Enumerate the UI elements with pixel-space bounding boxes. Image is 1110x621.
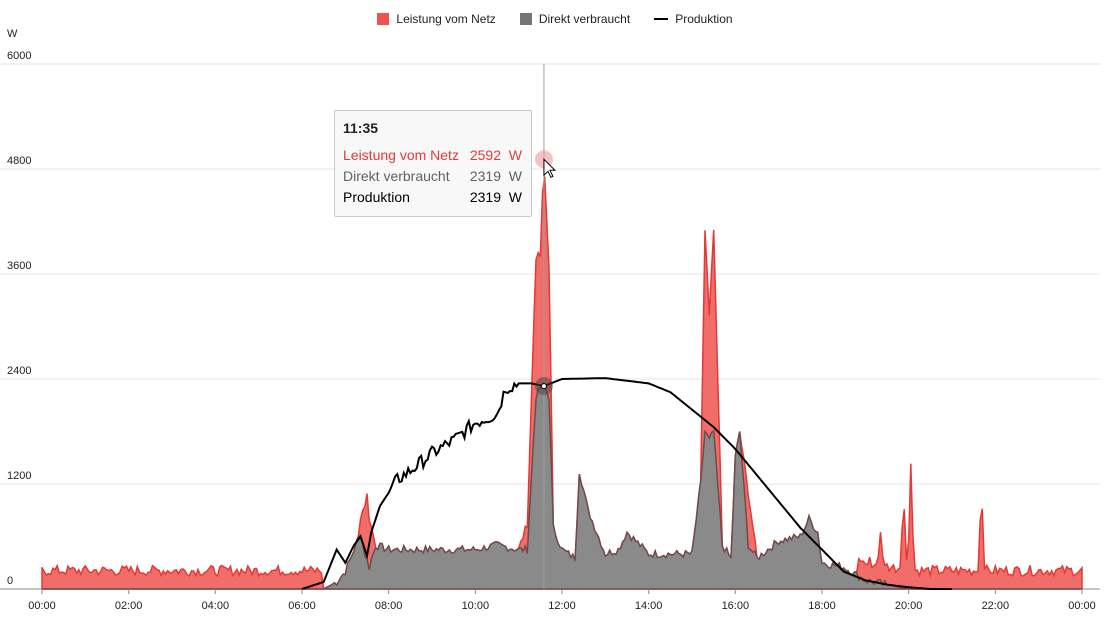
y-axis-ticks: 0 1200 2400 3600 4800 6000	[7, 50, 31, 587]
series-areas	[41, 176, 1083, 591]
tooltip-value: 2319	[469, 189, 501, 205]
legend-label-grid-power: Leistung vom Netz	[396, 12, 496, 26]
legend-item-direct-consumption[interactable]: Direkt verbraucht	[519, 12, 631, 26]
series-production-line	[301, 377, 952, 590]
y-tick-label: 4800	[7, 155, 31, 167]
x-tick-label: 12:00	[548, 600, 576, 612]
legend-item-production[interactable]: Produktion	[654, 12, 733, 26]
tooltip-unit: W	[508, 168, 522, 184]
grid-power-swatch-icon	[377, 13, 390, 25]
tooltip-unit: W	[508, 189, 522, 205]
x-tick-label: 10:00	[462, 600, 490, 612]
x-tick-label: 22:00	[982, 600, 1010, 612]
production-line-icon	[654, 18, 669, 20]
tooltip-unit: W	[508, 147, 522, 163]
legend-label-direct-consumption: Direkt verbraucht	[538, 12, 631, 26]
x-tick-label: 18:00	[808, 600, 836, 612]
tooltip-value: 2319	[469, 168, 501, 184]
x-tick-label: 06:00	[288, 600, 316, 612]
hover-cursor	[534, 64, 557, 589]
series-direct-consumption-area	[42, 382, 1082, 590]
y-tick-label: 6000	[7, 50, 31, 62]
x-tick-label: 16:00	[722, 600, 750, 612]
hover-dot	[540, 383, 547, 390]
direct-consumption-swatch-icon	[519, 13, 532, 25]
tooltip-row-direct-consumption: Direkt verbraucht 2319 W	[343, 166, 522, 187]
x-tick-label: 02:00	[115, 600, 143, 612]
y-axis-unit: W	[7, 28, 18, 40]
x-tick-label: 00:00	[28, 600, 56, 612]
tooltip-label: Produktion	[343, 189, 410, 205]
tooltip-label: Direkt verbraucht	[343, 168, 450, 184]
y-tick-label: 1200	[7, 470, 31, 482]
x-axis-ticks: 00:00 02:00 04:00 06:00 08:00 10:00 12:00 14:00…	[28, 589, 1096, 612]
x-tick-label: 08:00	[375, 600, 403, 612]
x-tick-label: 00:00	[1068, 600, 1096, 612]
mouse-pointer-icon	[543, 158, 557, 178]
x-tick-label: 20:00	[895, 600, 923, 612]
tooltip-row-production: Produktion 2319 W	[343, 187, 522, 208]
tooltip-row-grid-power: Leistung vom Netz 2592 W	[343, 145, 522, 166]
x-tick-label: 04:00	[202, 600, 230, 612]
legend-item-grid-power[interactable]: Leistung vom Netz	[377, 12, 496, 26]
series-grid-power-area	[41, 176, 1083, 591]
legend: Leistung vom Netz Direkt verbraucht Prod…	[0, 12, 1110, 26]
tooltip-label: Leistung vom Netz	[343, 147, 459, 163]
legend-label-production: Produktion	[675, 12, 733, 26]
tooltip-value: 2592	[469, 147, 501, 163]
chart-tooltip: 11:35 Leistung vom Netz 2592 W Direkt ve…	[334, 110, 532, 217]
y-tick-label: 3600	[7, 260, 31, 272]
tooltip-time: 11:35	[343, 120, 379, 136]
y-tick-label: 2400	[7, 365, 31, 377]
y-tick-label: 0	[7, 575, 13, 587]
x-tick-label: 14:00	[635, 600, 663, 612]
